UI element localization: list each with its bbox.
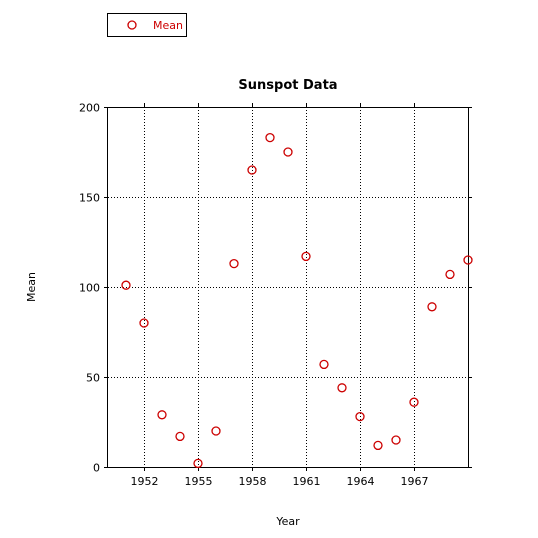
grid bbox=[108, 107, 468, 467]
y-tick-label: 50 bbox=[86, 372, 100, 385]
legend-marker bbox=[127, 20, 137, 30]
x-axis-label: Year bbox=[275, 515, 300, 528]
y-tick-label: 100 bbox=[79, 282, 100, 295]
x-tick-label: 1955 bbox=[185, 475, 213, 488]
legend-label: Mean bbox=[153, 19, 183, 32]
data-point bbox=[445, 269, 455, 280]
data-point bbox=[139, 318, 149, 328]
legend: Mean bbox=[107, 13, 187, 37]
data-point bbox=[211, 426, 221, 436]
data-point bbox=[337, 383, 347, 393]
y-axis: 0 50 100 150 200 bbox=[79, 102, 472, 475]
y-tick-label: 150 bbox=[79, 192, 100, 205]
data-point bbox=[229, 258, 239, 269]
x-tick-label: 1967 bbox=[401, 475, 429, 488]
y-tick-label: 0 bbox=[93, 462, 100, 475]
legend-box bbox=[107, 13, 187, 37]
y-axis-label: Mean bbox=[25, 272, 38, 302]
data-point bbox=[247, 165, 257, 175]
data-point bbox=[373, 440, 383, 451]
data-point bbox=[427, 302, 437, 312]
data-point bbox=[409, 397, 419, 407]
chart-title: Sunspot Data bbox=[238, 78, 337, 93]
y-tick-label: 200 bbox=[79, 102, 100, 115]
data-point bbox=[175, 431, 185, 442]
data-point bbox=[301, 251, 311, 262]
data-point bbox=[463, 255, 473, 265]
data-point bbox=[391, 435, 401, 445]
x-tick-label: 1961 bbox=[293, 475, 321, 488]
data-points bbox=[121, 132, 473, 469]
x-tick-label: 1964 bbox=[347, 475, 375, 488]
data-point bbox=[121, 280, 131, 290]
x-tick-label: 1958 bbox=[239, 475, 267, 488]
x-tick-label: 1952 bbox=[131, 475, 159, 488]
x-axis: 1952 1955 1958 1961 1964 1967 bbox=[131, 103, 429, 488]
data-point bbox=[193, 458, 203, 469]
data-point bbox=[265, 132, 275, 143]
data-point bbox=[157, 410, 167, 420]
data-point bbox=[283, 147, 293, 157]
data-point bbox=[319, 359, 329, 370]
data-point bbox=[355, 411, 365, 422]
